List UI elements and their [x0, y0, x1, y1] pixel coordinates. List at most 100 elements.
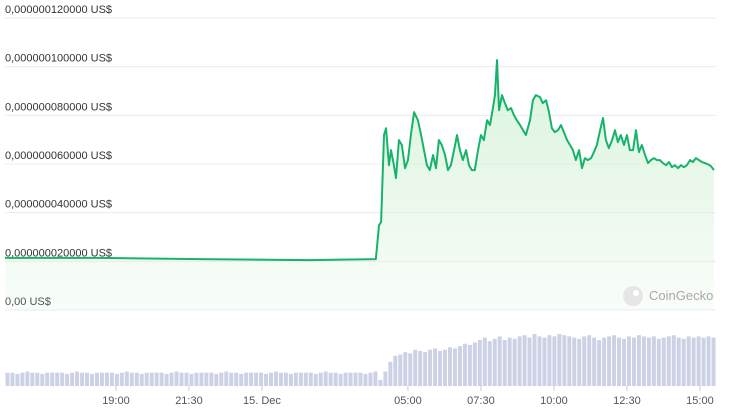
volume-bar: [25, 371, 30, 386]
volume-bar: [701, 337, 706, 386]
volume-bar: [338, 373, 343, 386]
volume-bar: [607, 336, 612, 386]
volume-bar: [90, 373, 94, 386]
volume-bar: [438, 350, 443, 386]
volume-bar: [646, 337, 651, 386]
volume-bar: [164, 373, 169, 386]
volume-bar: [552, 336, 557, 386]
volume-bar: [119, 372, 124, 386]
volume-bar: [527, 337, 532, 386]
volume-bar: [403, 352, 408, 386]
volume-bar: [562, 335, 567, 386]
volume-bar: [452, 348, 457, 386]
volume-bar: [254, 372, 259, 386]
volume-bar: [517, 336, 522, 386]
watermark-logo: [623, 286, 643, 306]
volume-bar: [641, 336, 646, 386]
volume-bar: [467, 344, 472, 386]
volume-bar: [229, 372, 234, 386]
volume-bar: [378, 379, 383, 386]
volume-bar: [278, 372, 283, 386]
volume-bar: [224, 371, 229, 386]
volume-bar: [383, 371, 388, 386]
volume-bar: [627, 336, 631, 386]
volume-bar: [318, 372, 323, 386]
volume-bar: [423, 352, 428, 386]
watermark-text: CoinGecko: [649, 288, 713, 303]
volume-bar: [696, 336, 701, 386]
volume-bar: [502, 340, 507, 386]
volume-bar: [582, 336, 587, 386]
volume-bar: [567, 336, 572, 386]
y-tick-label: 0,000000060000 US$: [5, 150, 112, 162]
volume-bar: [308, 372, 313, 386]
volume-bar: [5, 372, 10, 386]
volume-bar: [40, 373, 45, 386]
volume-bar: [129, 372, 134, 386]
volume-bar: [234, 372, 239, 386]
volume-bar: [159, 372, 164, 386]
volume-bar: [443, 349, 448, 386]
volume-bar: [55, 372, 60, 386]
y-tick-label: 0,000000040000 US$: [5, 199, 112, 211]
volume-bar: [398, 354, 403, 386]
volume-bar: [273, 371, 278, 386]
volume-bar: [298, 372, 303, 386]
volume-bar: [219, 372, 224, 386]
volume-bar: [348, 372, 353, 386]
x-tick-label: 12:30: [613, 395, 641, 407]
price-line: [5, 59, 715, 262]
watermark: CoinGecko: [623, 286, 713, 306]
volume-bar: [542, 337, 547, 386]
volume-bar: [204, 372, 209, 386]
volume-bar: [214, 373, 219, 386]
volume-bar: [124, 371, 129, 386]
volume-bar: [413, 349, 418, 386]
volume-bar: [80, 372, 85, 386]
volume-bar: [328, 372, 333, 386]
volume-bar: [249, 372, 254, 386]
volume-bar: [94, 372, 99, 386]
volume-bar: [269, 372, 273, 386]
volume-bar: [30, 372, 35, 386]
volume-bar: [60, 372, 65, 386]
volume-bar: [587, 335, 592, 386]
volume-bar: [303, 372, 308, 386]
volume-bar: [104, 372, 109, 386]
price-area: [5, 60, 714, 310]
volume-bar: [293, 372, 298, 386]
volume-bar: [671, 335, 676, 386]
x-tick-label: 05:00: [394, 395, 422, 407]
volume-bar: [492, 338, 497, 386]
volume-bar: [264, 373, 269, 386]
y-tick-label: 0,000000120000 US$: [5, 4, 112, 16]
volume-bar: [457, 346, 462, 386]
volume-bar: [592, 337, 597, 386]
y-tick-label: 0,000000100000 US$: [5, 53, 112, 65]
volume-bar: [408, 353, 413, 386]
volume-bar: [15, 373, 20, 386]
volume-bar: [686, 336, 691, 386]
x-tick-label: 15. Dec: [243, 395, 281, 407]
x-tick-label: 19:00: [102, 395, 130, 407]
x-tick-label: 10:00: [540, 395, 568, 407]
volume-bar: [661, 337, 666, 386]
volume-bar: [636, 335, 641, 386]
x-tick-label: 21:30: [175, 395, 203, 407]
volume-bar: [134, 372, 139, 386]
volume-bar: [631, 337, 636, 386]
volume-bar: [209, 372, 214, 386]
volume-bar: [343, 372, 348, 386]
volume-bar: [612, 335, 617, 386]
volume-bar: [70, 372, 75, 386]
volume-bar: [507, 337, 512, 386]
volume-bar: [602, 337, 607, 386]
volume-bar: [109, 372, 114, 386]
volume-bar: [154, 372, 159, 386]
volume-bar: [532, 334, 537, 386]
volume-bar: [239, 373, 244, 386]
volume-bar: [393, 355, 398, 386]
volume-bar: [199, 372, 204, 386]
